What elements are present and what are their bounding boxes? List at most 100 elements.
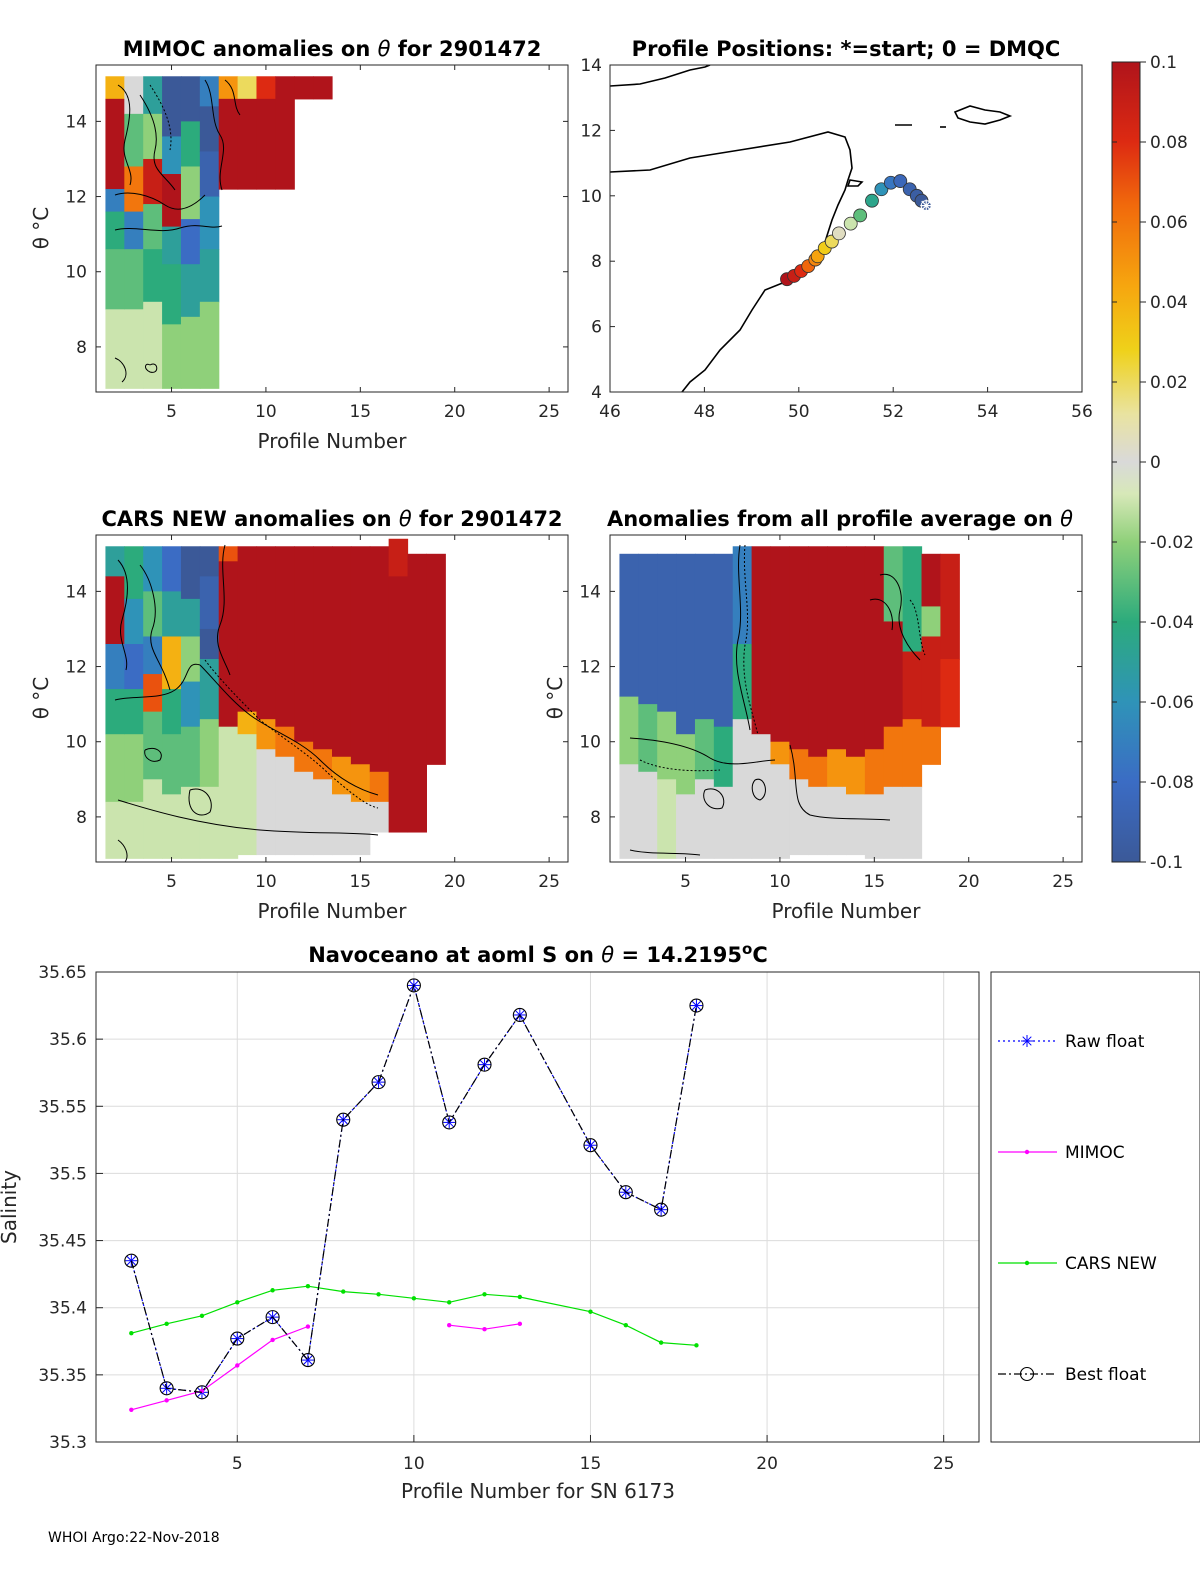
heatmap-cell [732, 644, 753, 720]
heatmap-cell [124, 166, 144, 213]
heatmap-cell [180, 121, 201, 168]
heatmap-cell [921, 726, 941, 765]
profile-positions-panel: Profile Positions: *=start; 0 = DMQC 46 4… [580, 37, 1092, 422]
mimoc-heatmap-cells [105, 76, 333, 389]
cars-title: CARS NEW anomalies on θ for 2901472 [101, 507, 562, 531]
heatmap-cell [313, 749, 333, 780]
data-point [164, 1398, 169, 1403]
positions-title: Profile Positions: *=start; 0 = DMQC [632, 37, 1061, 61]
coastline [610, 65, 1013, 392]
heatmap-cell [921, 553, 941, 608]
data-point [235, 1363, 240, 1368]
x-tick-label: 20 [958, 872, 980, 892]
heatmap-cell [143, 591, 163, 638]
x-tick-label: 15 [349, 872, 371, 892]
y-tick-label: 14 [579, 582, 601, 602]
heatmap-cell [275, 756, 295, 856]
legend-label: MIMOC [1065, 1143, 1125, 1163]
x-tick-label: 50 [788, 402, 810, 422]
data-point [164, 1321, 169, 1327]
data-point [694, 1343, 699, 1348]
data-point [336, 1112, 351, 1127]
data-point [305, 1284, 311, 1289]
data-point [270, 1337, 275, 1343]
x-tick-label: 10 [255, 402, 277, 422]
data-point [411, 1296, 417, 1301]
profile-position-marker [893, 174, 908, 188]
cars-heatmap-cells [105, 538, 446, 859]
heatmap-cell [732, 719, 753, 859]
y-tick-label: 35.65 [38, 963, 87, 983]
heatmap-cell [124, 309, 144, 389]
allavg-axes-box [609, 534, 1083, 863]
profile-position-marker [853, 208, 868, 223]
heatmap-cell [237, 711, 258, 735]
salinity-ylabel: Salinity [0, 1170, 21, 1244]
heatmap-cell [313, 546, 333, 750]
salinity-panel: Navoceano at aoml S on θ = 14.2195oC 5 10… [0, 940, 1200, 1503]
profile-position-markers [780, 174, 933, 287]
heatmap-cell [313, 779, 333, 856]
data-point [482, 1327, 487, 1332]
footer-credit: WHOI Argo:22-Nov-2018 [48, 1530, 220, 1546]
heatmap-cell [940, 553, 960, 660]
mimoc-anomaly-panel: MIMOC anomalies on θ for 2901472 5 10 15 20… [29, 37, 569, 453]
data-point [376, 1292, 381, 1297]
x-tick-label: 5 [680, 872, 691, 892]
heatmap-cell [199, 301, 220, 389]
heatmap-cell [143, 76, 163, 115]
heatmap-cell [180, 636, 201, 683]
heatmap-cell [864, 794, 885, 859]
heatmap-cell [294, 76, 314, 100]
heatmap-cell [846, 546, 866, 758]
data-point [588, 1309, 593, 1314]
y-tick-label: 35.6 [49, 1030, 87, 1050]
y-tick-label: 35.55 [38, 1097, 87, 1117]
x-tick-label: 10 [769, 872, 791, 892]
heatmap-cell [162, 546, 182, 592]
x-tick-label: 25 [538, 402, 560, 422]
heatmap-cell [846, 756, 866, 795]
allavg-contours [629, 544, 926, 856]
heatmap-cell [162, 591, 182, 638]
heatmap-cell [162, 174, 182, 228]
data-point [477, 1057, 492, 1072]
heatmap-cell [676, 734, 696, 795]
profile-position-marker [865, 193, 879, 208]
heatmap-cell [105, 734, 125, 803]
y-tick-label: 35.3 [49, 1433, 87, 1453]
y-tick-label: 10 [579, 733, 601, 753]
x-tick-label: 48 [694, 402, 716, 422]
heatmap-cell [143, 204, 163, 250]
heatmap-cell [124, 734, 144, 803]
heatmap-cell [105, 76, 125, 100]
heatmap-cell [124, 211, 144, 250]
y-tick-label: 14 [65, 582, 87, 602]
x-tick-label: 15 [863, 872, 885, 892]
heatmap-cell [162, 264, 182, 325]
heatmap-cell [883, 546, 904, 623]
heatmap-cell [350, 801, 371, 856]
heatmap-cell [180, 166, 201, 220]
data-point [618, 1185, 633, 1200]
heatmap-cell [143, 301, 163, 389]
data-point [517, 1321, 523, 1327]
heatmap-cell [237, 98, 258, 190]
heatmap-cell [275, 76, 295, 190]
heatmap-cell [619, 696, 639, 765]
x-tick-label: 20 [444, 872, 466, 892]
y-tick-label: 6 [591, 318, 602, 338]
heatmap-cell [199, 249, 220, 303]
heatmap-cell [883, 786, 904, 859]
heatmap-cell [124, 546, 144, 600]
allavg-ylabel: θ °C [543, 677, 567, 720]
salinity-xlabel: Profile Number for SN 6173 [401, 1479, 675, 1503]
y-tick-label: 35.4 [49, 1299, 87, 1319]
heatmap-cell [180, 264, 201, 318]
data-point [124, 1253, 139, 1268]
salinity-title: Navoceano at aoml S on θ = 14.2195oC [308, 940, 768, 967]
series-line [131, 1285, 697, 1346]
y-tick-label: 8 [76, 338, 87, 358]
x-tick-label: 20 [444, 402, 466, 422]
mimoc-axes-box [95, 64, 569, 393]
